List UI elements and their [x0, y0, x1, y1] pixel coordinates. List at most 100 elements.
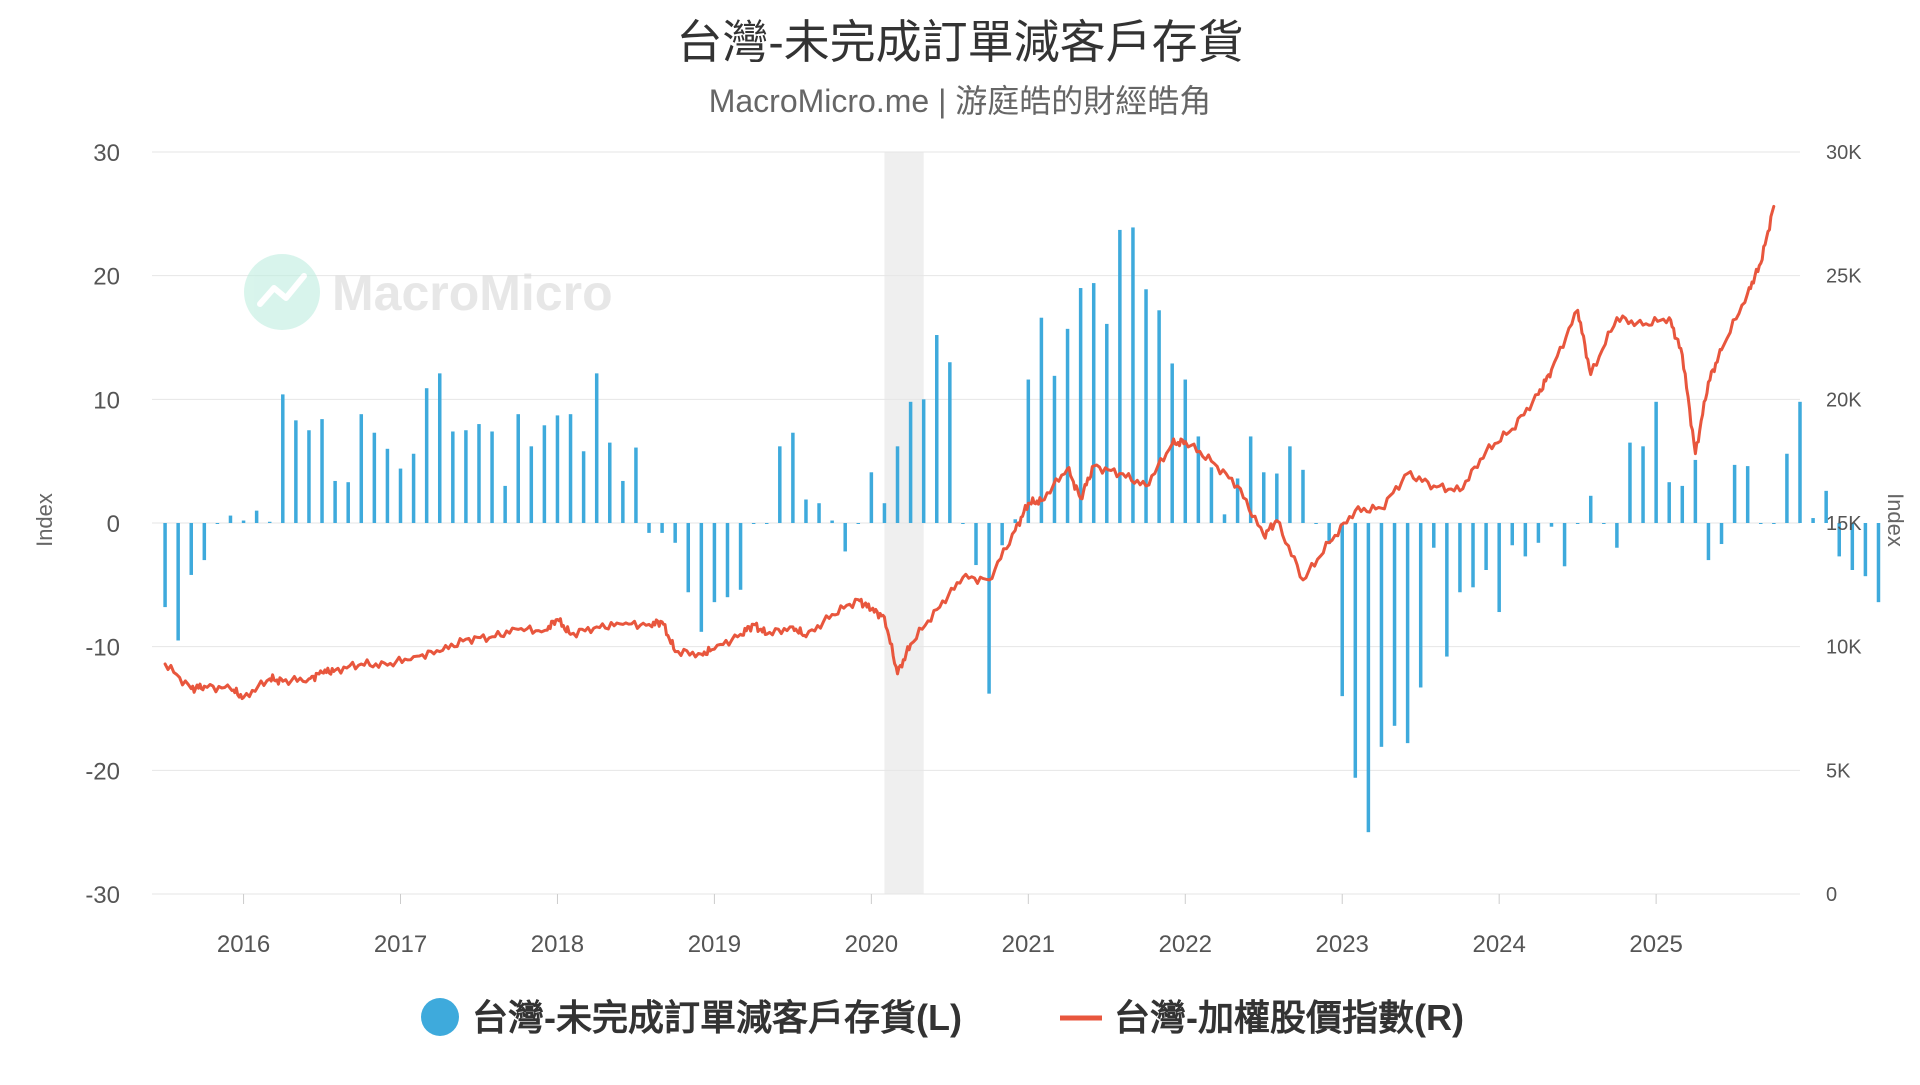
bar[interactable]: [1510, 523, 1515, 546]
bar[interactable]: [281, 394, 285, 523]
bar[interactable]: [1693, 459, 1698, 523]
bar[interactable]: [254, 510, 259, 523]
bar[interactable]: [189, 523, 193, 575]
bar[interactable]: [1366, 523, 1371, 833]
bar[interactable]: [791, 432, 795, 523]
bar[interactable]: [1785, 453, 1789, 523]
bar[interactable]: [1549, 523, 1554, 527]
bar[interactable]: [1811, 518, 1815, 523]
bar[interactable]: [634, 447, 638, 523]
bar[interactable]: [320, 419, 324, 523]
bar[interactable]: [385, 448, 390, 523]
bar[interactable]: [241, 520, 246, 523]
bar[interactable]: [542, 425, 547, 523]
bar[interactable]: [673, 523, 677, 543]
bar[interactable]: [1052, 375, 1057, 523]
bar[interactable]: [1471, 523, 1475, 588]
bar[interactable]: [581, 451, 586, 523]
bar[interactable]: [712, 523, 717, 603]
bar[interactable]: [267, 521, 272, 523]
bar[interactable]: [1196, 436, 1201, 523]
bar[interactable]: [817, 503, 821, 523]
bar[interactable]: [1588, 495, 1593, 523]
legend-item-bar[interactable]: 台灣-未完成訂單減客戶存貨(L): [421, 997, 962, 1038]
bar[interactable]: [516, 414, 520, 523]
bar[interactable]: [163, 523, 167, 608]
bar[interactable]: [921, 399, 926, 523]
bar[interactable]: [764, 523, 769, 524]
bar[interactable]: [725, 523, 730, 598]
bar[interactable]: [594, 373, 599, 523]
bar[interactable]: [1314, 523, 1318, 524]
bar[interactable]: [1706, 523, 1711, 561]
bar[interactable]: [1732, 464, 1737, 523]
bar[interactable]: [1131, 227, 1135, 524]
bar[interactable]: [1183, 379, 1188, 523]
bar[interactable]: [961, 523, 965, 524]
bar[interactable]: [621, 480, 625, 523]
bar[interactable]: [490, 431, 494, 523]
bar[interactable]: [1602, 523, 1606, 524]
bar[interactable]: [1680, 485, 1685, 523]
bar[interactable]: [1013, 519, 1017, 523]
bar[interactable]: [1824, 490, 1828, 523]
bar[interactable]: [555, 415, 560, 523]
bar[interactable]: [751, 523, 756, 524]
bar[interactable]: [568, 414, 573, 523]
bar[interactable]: [1497, 523, 1501, 613]
bar[interactable]: [948, 362, 952, 523]
bar[interactable]: [1039, 317, 1044, 523]
bar[interactable]: [1327, 523, 1331, 545]
bar[interactable]: [1275, 473, 1279, 523]
bar[interactable]: [228, 515, 233, 523]
bar[interactable]: [294, 420, 298, 523]
bar[interactable]: [856, 523, 861, 524]
bar[interactable]: [1562, 523, 1567, 567]
bar[interactable]: [1850, 523, 1855, 570]
bar[interactable]: [778, 446, 782, 523]
bar[interactable]: [1641, 446, 1645, 523]
bar[interactable]: [843, 523, 847, 552]
bar[interactable]: [882, 503, 887, 523]
bar[interactable]: [1719, 523, 1724, 545]
bar[interactable]: [1261, 472, 1266, 523]
bar[interactable]: [1667, 482, 1671, 523]
bar[interactable]: [830, 520, 834, 523]
bar[interactable]: [1065, 328, 1070, 523]
bar[interactable]: [424, 388, 429, 523]
line-series[interactable]: [163, 204, 1776, 701]
bar[interactable]: [411, 453, 416, 523]
bar[interactable]: [1523, 523, 1528, 557]
bar[interactable]: [1026, 379, 1031, 523]
bar[interactable]: [686, 523, 691, 593]
bar[interactable]: [529, 446, 534, 523]
bar[interactable]: [895, 446, 900, 523]
legend[interactable]: 台灣-未完成訂單減客戶存貨(L) 台灣-加權股價指數(R): [421, 997, 1464, 1038]
bar[interactable]: [477, 424, 481, 523]
bar[interactable]: [451, 431, 455, 523]
bar[interactable]: [1301, 469, 1305, 523]
bar[interactable]: [1105, 323, 1109, 523]
bar[interactable]: [1235, 478, 1240, 523]
bar[interactable]: [464, 430, 468, 523]
bar[interactable]: [1615, 523, 1619, 548]
bar[interactable]: [202, 523, 207, 561]
bar[interactable]: [1222, 514, 1227, 523]
bar[interactable]: [908, 401, 913, 523]
bar[interactable]: [176, 523, 180, 641]
bar[interactable]: [1772, 523, 1776, 524]
bar[interactable]: [804, 499, 808, 523]
bar[interactable]: [398, 468, 403, 523]
bar[interactable]: [1288, 446, 1292, 523]
bar[interactable]: [1078, 288, 1083, 523]
bar[interactable]: [503, 485, 507, 523]
bar[interactable]: [1536, 523, 1541, 543]
bar[interactable]: [699, 523, 704, 632]
bar[interactable]: [1405, 523, 1410, 744]
bar[interactable]: [1458, 523, 1462, 593]
bar[interactable]: [307, 430, 311, 523]
bar[interactable]: [660, 523, 664, 533]
bar[interactable]: [437, 373, 442, 523]
bar[interactable]: [738, 523, 743, 590]
bar[interactable]: [1000, 523, 1004, 546]
